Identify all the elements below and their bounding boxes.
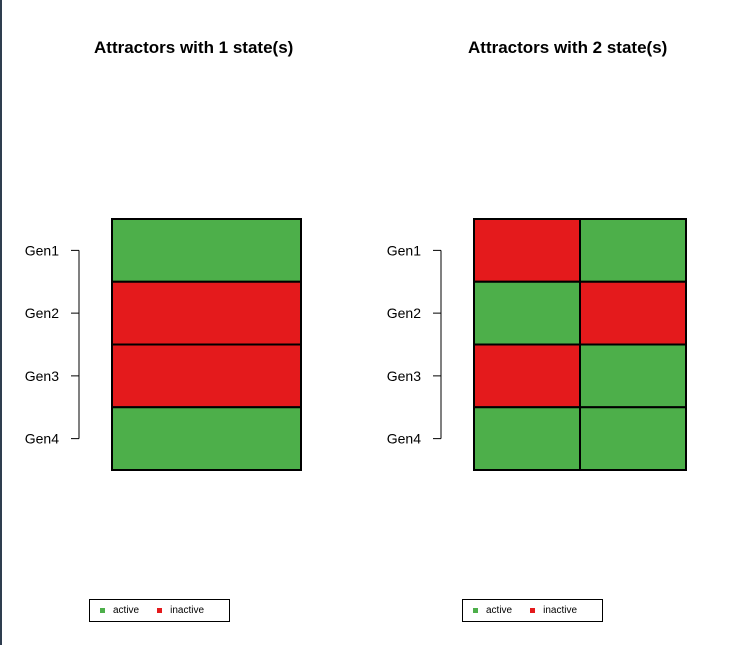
legend: active inactive	[462, 599, 603, 622]
legend-swatch-active	[100, 608, 105, 613]
y-tick-label-gen4: Gen4	[25, 431, 59, 447]
grid-border	[111, 218, 302, 471]
legend-item-active: active	[100, 605, 139, 616]
heatmap-cell-gen2-state-2	[579, 280, 687, 346]
heatmap-cell-gen3-state-1	[111, 343, 302, 409]
heatmap-cell-gen4-state-1	[111, 406, 302, 471]
legend-swatch-inactive	[157, 608, 163, 613]
attractor-panel-2-states: Attractors with 2 state(s) Gen1 Gen2 Gen3 G…	[371, 0, 742, 645]
legend-item-active: active	[473, 605, 512, 616]
legend-label-inactive: inactive	[543, 605, 578, 616]
window-edge	[0, 0, 2, 645]
heatmap-cell-gen1-state-2	[579, 218, 687, 283]
legend-swatch-inactive	[530, 608, 536, 613]
heatmap-cell-gen1-state-1	[473, 218, 581, 283]
panel-title: Attractors with 1 state(s)	[94, 38, 294, 57]
heatmap-plot: Gen1 Gen2 Gen3 Gen4	[25, 218, 302, 471]
legend-item-inactive: inactive	[530, 605, 577, 616]
legend-label-active: active	[486, 605, 513, 616]
y-tick-label-gen2: Gen2	[387, 305, 421, 321]
y-tick-label-gen4: Gen4	[387, 431, 421, 447]
heatmap-cell-gen3-state-1	[473, 343, 581, 409]
heatmap-cell-gen2-state-1	[473, 280, 581, 346]
y-tick-label-gen1: Gen1	[387, 242, 421, 258]
heatmap-cell-gen4-state-1	[473, 406, 581, 471]
heatmap-cell-gen3-state-2	[579, 343, 687, 409]
heatmap-plot: Gen1 Gen2 Gen3 Gen4	[387, 218, 687, 471]
y-tick-label-gen3: Gen3	[25, 368, 59, 384]
legend-label-inactive: inactive	[170, 605, 205, 616]
panel-title: Attractors with 2 state(s)	[468, 38, 668, 57]
heatmap-cell-gen1-state-1	[111, 218, 302, 283]
y-tick-label-gen3: Gen3	[387, 368, 421, 384]
legend-swatch-active	[473, 608, 478, 613]
legend-label-active: active	[113, 605, 140, 616]
heatmap-cell-gen4-state-2	[579, 406, 687, 471]
attractor-panel-1-state: Attractors with 1 state(s) Gen1 Gen2 Gen3 G…	[25, 38, 302, 622]
legend: active inactive	[89, 599, 230, 622]
heatmap-cell-gen2-state-1	[111, 280, 302, 346]
y-tick-label-gen1: Gen1	[25, 242, 59, 258]
legend-item-inactive: inactive	[157, 605, 204, 616]
y-tick-label-gen2: Gen2	[25, 305, 59, 321]
grid-border	[473, 218, 687, 471]
